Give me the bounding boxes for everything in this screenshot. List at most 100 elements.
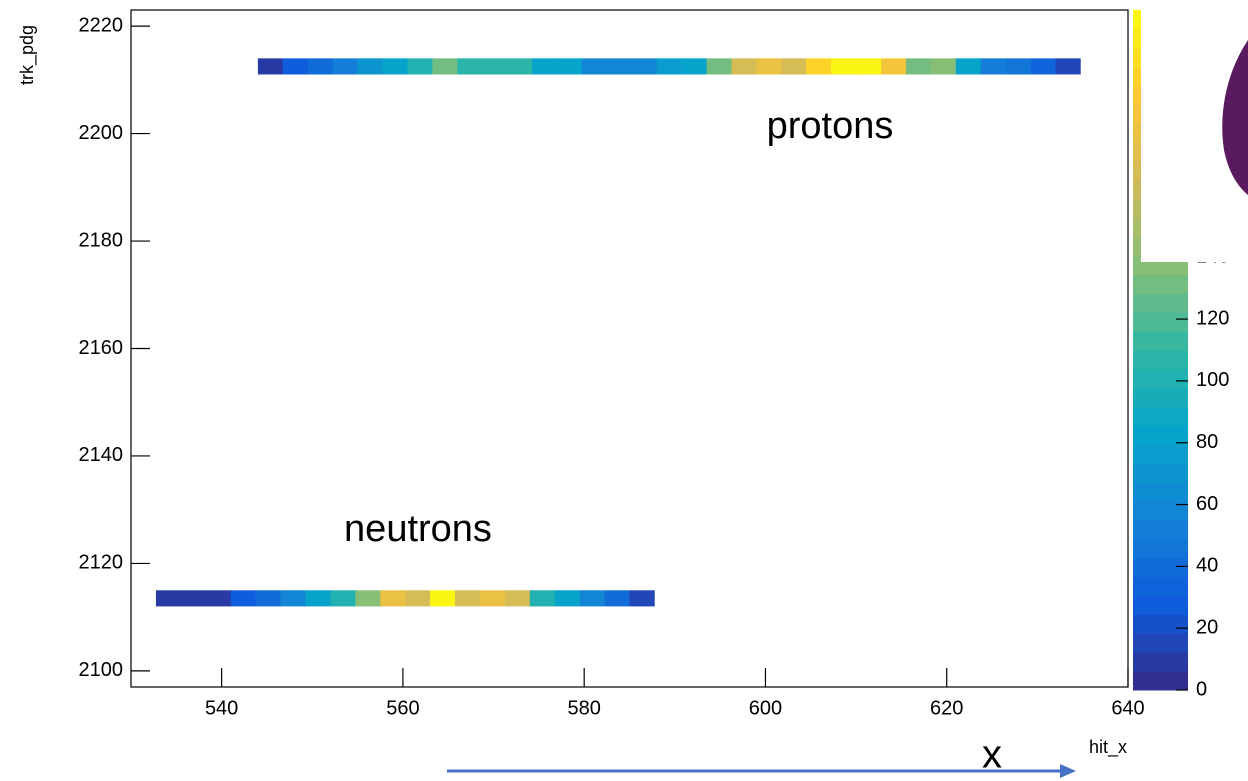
colorbar-band (1133, 614, 1188, 634)
colorbar-tick-label: 40 (1196, 555, 1218, 577)
cell (230, 590, 256, 607)
cell (781, 58, 807, 75)
colorbar-band (1133, 293, 1188, 313)
cell (380, 590, 406, 607)
colorbar-tick-label: 120 (1196, 307, 1229, 329)
x-tick-label: 560 (386, 697, 419, 719)
colorbar-band (1133, 652, 1188, 672)
cell (330, 590, 356, 607)
cell (656, 58, 682, 75)
y-tick-label: 2140 (79, 444, 124, 466)
y-tick-label: 2200 (79, 122, 124, 144)
cell (581, 58, 608, 75)
annotation: neutrons (344, 508, 492, 550)
colorbar-band (1133, 595, 1188, 615)
cell (1030, 58, 1056, 75)
cell (731, 58, 757, 75)
colorbar-band (1133, 312, 1188, 332)
colorbar-band (1133, 520, 1188, 540)
cell (507, 58, 533, 75)
cell (980, 58, 1006, 75)
cell (681, 58, 707, 75)
colorbar-band (1133, 350, 1188, 370)
cell (457, 58, 483, 75)
colorbar-band (1133, 274, 1188, 294)
cell (332, 58, 358, 75)
x-axis-label: hit_x (1089, 737, 1127, 758)
y-tick-label: 2100 (79, 659, 124, 681)
cell (556, 58, 583, 75)
y-tick-label: 2160 (79, 337, 124, 359)
colorbar-band (1133, 633, 1188, 653)
colorbar-band (1133, 538, 1188, 559)
cell (357, 58, 383, 75)
cell (407, 58, 433, 75)
cell (831, 58, 857, 75)
cell (255, 590, 281, 607)
colorbar-band (1133, 387, 1188, 408)
cell (955, 58, 982, 75)
cell (631, 58, 657, 75)
cell (479, 590, 506, 607)
cell (1005, 58, 1031, 75)
cell (532, 58, 558, 75)
colorbar-tick-label: 100 (1196, 369, 1229, 391)
cell (155, 590, 182, 607)
x-tick-label: 600 (749, 697, 782, 719)
cell (905, 58, 932, 75)
cell (455, 590, 481, 607)
colorbar-band (1133, 671, 1188, 691)
colorbar-tick-label: 0 (1196, 678, 1207, 700)
cell (280, 590, 306, 607)
y-tick-label: 2120 (79, 552, 124, 574)
cell (529, 590, 556, 607)
y-axis-label: trk_pdg (17, 25, 38, 85)
colorbar-band (1133, 331, 1188, 351)
cell (1055, 58, 1081, 75)
cell (604, 590, 630, 607)
cell (405, 590, 431, 607)
cell (554, 590, 580, 607)
x-tick-label: 640 (1111, 697, 1144, 719)
cell (355, 590, 381, 607)
cell (606, 58, 633, 75)
cell (282, 58, 309, 75)
cell (180, 590, 207, 607)
annotation: x (982, 733, 1002, 777)
colorbar-tick-label: 60 (1196, 493, 1218, 515)
cell (504, 590, 531, 607)
colorbar-tick-label: 20 (1196, 616, 1218, 638)
cell (205, 590, 231, 607)
annotation: protons (767, 105, 894, 147)
cell (257, 58, 284, 75)
colorbar-band (1133, 557, 1188, 578)
cell (881, 58, 907, 75)
colorbar-band (1133, 482, 1188, 502)
cell (706, 58, 732, 75)
colorbar-band (1133, 368, 1188, 389)
cell (382, 58, 408, 75)
y-tick-label: 2220 (79, 14, 124, 36)
y-tick-label: 2180 (79, 229, 124, 251)
cell (629, 590, 655, 607)
x-tick-label: 540 (205, 697, 238, 719)
colorbar-band (1133, 425, 1188, 445)
cell (756, 58, 782, 75)
cell (806, 58, 832, 75)
cell (430, 590, 456, 607)
colorbar-band (1133, 444, 1188, 464)
cell (482, 58, 508, 75)
cell (305, 590, 331, 607)
colorbar-band (1133, 501, 1188, 521)
arrow-head (1060, 764, 1076, 778)
x-tick-label: 580 (567, 697, 600, 719)
cell (579, 590, 605, 607)
colorbar-band (1133, 406, 1188, 427)
plot-frame (130, 9, 1129, 688)
x-tick-label: 620 (930, 697, 963, 719)
cell (930, 58, 957, 75)
overlay-shape (1222, 40, 1248, 195)
colorbar-band (1133, 576, 1188, 597)
colorbar-tick-label: 80 (1196, 431, 1218, 453)
